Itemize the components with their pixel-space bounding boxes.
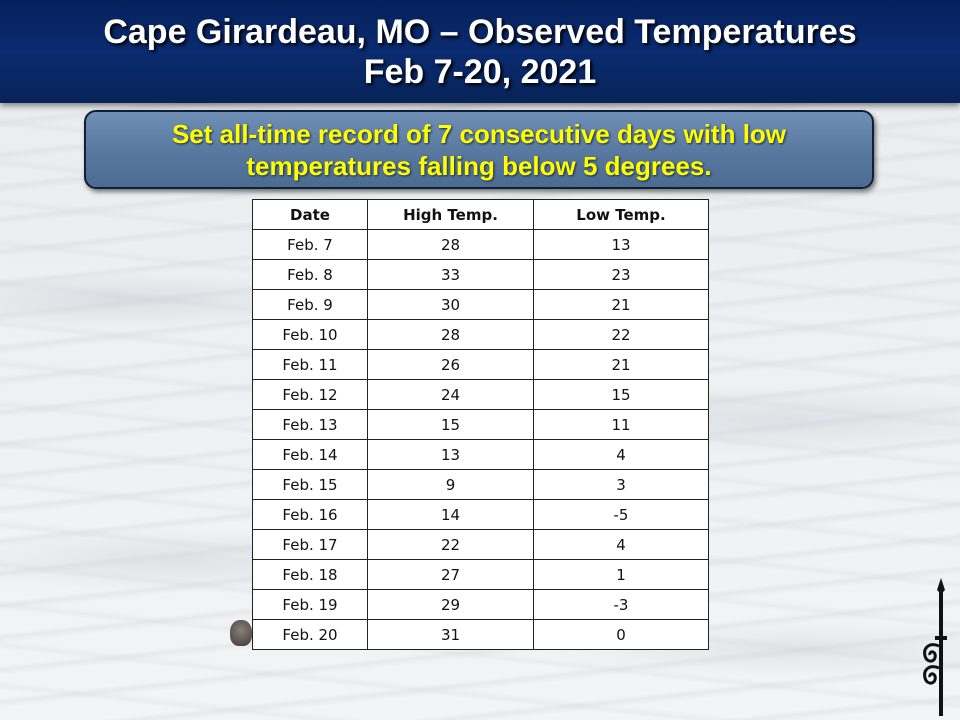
table-header-row: Date High Temp. Low Temp.	[252, 199, 709, 230]
high-temp-cell: 33	[367, 259, 534, 290]
low-temp-cell: 11	[533, 409, 709, 440]
date-cell: Feb. 8	[252, 259, 368, 290]
date-cell: Feb. 12	[252, 379, 368, 410]
low-temp-cell: 15	[533, 379, 709, 410]
page-subtitle-dates: Feb 7-20, 2021	[363, 52, 597, 91]
table-row: Feb. 13 15 11	[252, 409, 709, 440]
date-cell: Feb. 17	[252, 529, 368, 560]
table-row: Feb. 16 14 -5	[252, 499, 709, 530]
column-header-date: Date	[252, 199, 368, 230]
low-temp-cell: 13	[533, 229, 709, 260]
date-cell: Feb. 19	[252, 589, 368, 620]
column-header-low-temp: Low Temp.	[533, 199, 709, 230]
banner-text-line-1: Set all-time record of 7 consecutive day…	[171, 118, 787, 149]
table-row: Feb. 14 13 4	[252, 439, 709, 470]
table-row: Feb. 15 9 3	[252, 469, 709, 500]
low-temp-cell: 21	[533, 349, 709, 380]
high-temp-cell: 30	[367, 289, 534, 320]
low-temp-cell: 0	[533, 619, 709, 650]
high-temp-cell: 27	[367, 559, 534, 590]
table-body: Feb. 7 28 13 Feb. 8 33 23 Feb. 9 30 21 Feb. 10 28 2…	[252, 229, 709, 650]
high-temp-cell: 29	[367, 589, 534, 620]
low-temp-cell: 1	[533, 559, 709, 590]
pebble-in-snow	[230, 620, 252, 646]
high-temp-cell: 26	[367, 349, 534, 380]
table-row: Feb. 12 24 15	[252, 379, 709, 410]
table-row: Feb. 8 33 23	[252, 259, 709, 290]
low-temp-cell: -5	[533, 499, 709, 530]
banner-text-line-2: temperatures falling below 5 degrees.	[246, 150, 712, 181]
high-temp-cell: 15	[367, 409, 534, 440]
wrought-iron-fence-post-icon	[923, 578, 947, 716]
table-row: Feb. 19 29 -3	[252, 589, 709, 620]
table-row: Feb. 9 30 21	[252, 289, 709, 320]
high-temp-cell: 9	[367, 469, 534, 500]
title-header: Cape Girardeau, MO – Observed Temperatur…	[0, 0, 960, 103]
date-cell: Feb. 7	[252, 229, 368, 260]
low-temp-cell: 3	[533, 469, 709, 500]
column-header-high-temp: High Temp.	[367, 199, 534, 230]
table-row: Feb. 10 28 22	[252, 319, 709, 350]
date-cell: Feb. 9	[252, 289, 368, 320]
low-temp-cell: 23	[533, 259, 709, 290]
high-temp-cell: 31	[367, 619, 534, 650]
high-temp-cell: 14	[367, 499, 534, 530]
date-cell: Feb. 11	[252, 349, 368, 380]
high-temp-cell: 28	[367, 319, 534, 350]
date-cell: Feb. 15	[252, 469, 368, 500]
date-cell: Feb. 16	[252, 499, 368, 530]
high-temp-cell: 22	[367, 529, 534, 560]
temperature-table: Date High Temp. Low Temp. Feb. 7 28 13 Feb.…	[252, 199, 709, 650]
table-row: Feb. 20 31 0	[252, 619, 709, 650]
date-cell: Feb. 20	[252, 619, 368, 650]
low-temp-cell: 21	[533, 289, 709, 320]
high-temp-cell: 13	[367, 439, 534, 470]
date-cell: Feb. 18	[252, 559, 368, 590]
low-temp-cell: 22	[533, 319, 709, 350]
high-temp-cell: 24	[367, 379, 534, 410]
low-temp-cell: 4	[533, 529, 709, 560]
date-cell: Feb. 13	[252, 409, 368, 440]
page-title: Cape Girardeau, MO – Observed Temperatur…	[103, 12, 857, 51]
date-cell: Feb. 14	[252, 439, 368, 470]
date-cell: Feb. 10	[252, 319, 368, 350]
table-row: Feb. 7 28 13	[252, 229, 709, 260]
table-row: Feb. 17 22 4	[252, 529, 709, 560]
table-row: Feb. 11 26 21	[252, 349, 709, 380]
low-temp-cell: 4	[533, 439, 709, 470]
table-row: Feb. 18 27 1	[252, 559, 709, 590]
record-banner: Set all-time record of 7 consecutive day…	[84, 110, 874, 189]
low-temp-cell: -3	[533, 589, 709, 620]
high-temp-cell: 28	[367, 229, 534, 260]
